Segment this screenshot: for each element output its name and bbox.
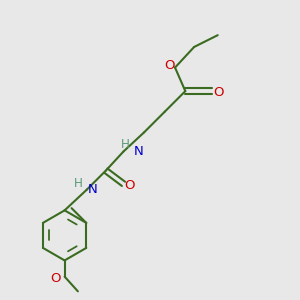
- Text: H: H: [74, 177, 83, 190]
- Text: H: H: [121, 139, 129, 152]
- Text: O: O: [125, 179, 135, 192]
- Text: N: N: [88, 183, 98, 196]
- Text: N: N: [134, 145, 144, 158]
- Text: O: O: [213, 86, 224, 99]
- Text: O: O: [164, 59, 175, 72]
- Text: O: O: [50, 272, 61, 285]
